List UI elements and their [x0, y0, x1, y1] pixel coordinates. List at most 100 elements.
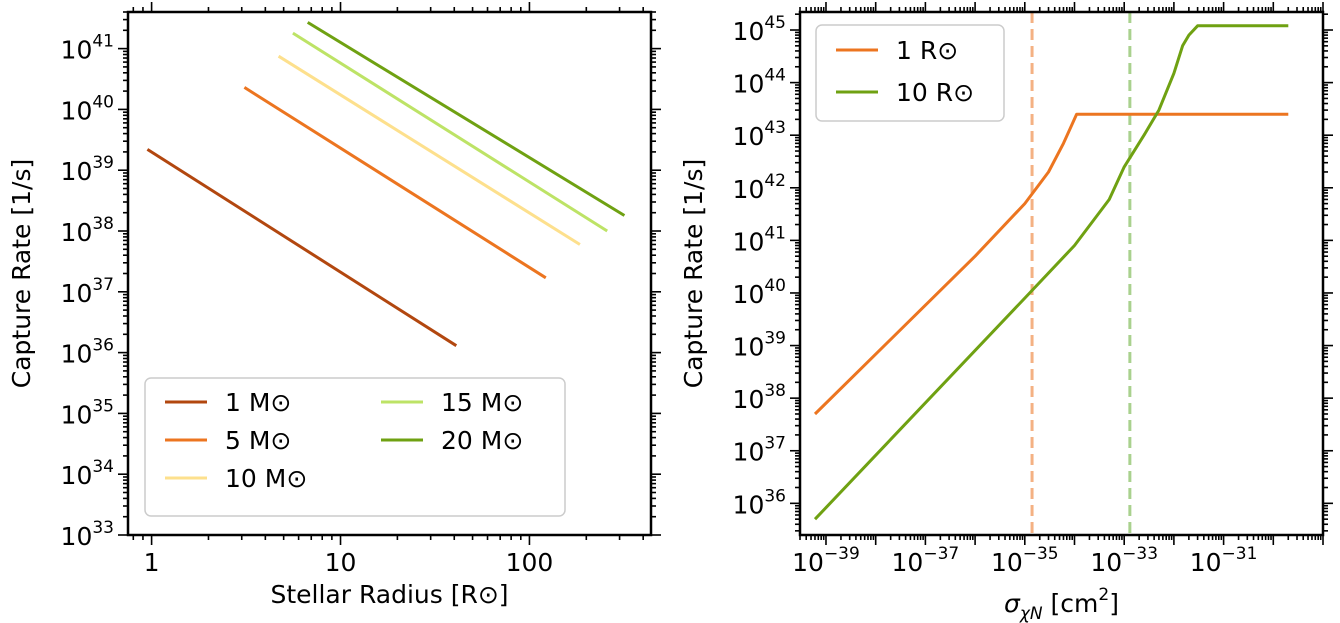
y-tick-exponent: 41: [92, 32, 114, 52]
legend-label: 1 M⊙: [225, 388, 291, 417]
y-tick-label: 1039: [733, 329, 786, 362]
x-tick-base: 10: [1090, 548, 1122, 577]
y-tick-base: 10: [61, 157, 93, 186]
axes-frame: [126, 10, 653, 537]
y-tick-base: 10: [61, 218, 93, 247]
y-tick-exponent: 40: [92, 92, 114, 112]
x-tick-exponent: −39: [824, 544, 860, 564]
x-tick-exponent: −35: [1023, 544, 1059, 564]
x-tick-base: 10: [1190, 548, 1222, 577]
y-tick-exponent: 37: [764, 434, 786, 454]
x-tick-label: 10−31: [1190, 544, 1258, 577]
y-tick-base: 10: [61, 400, 93, 429]
x-tick-label: 10−37: [892, 544, 960, 577]
y-axis-label: Capture Rate [1/s]: [7, 159, 36, 388]
x-tick-label: 10−35: [991, 544, 1059, 577]
series-line: [306, 21, 626, 217]
y-tick-exponent: 38: [92, 214, 114, 234]
x-tick-base: 10: [892, 548, 924, 577]
y-tick-exponent: 36: [92, 336, 114, 356]
y-tick-exponent: 45: [764, 13, 786, 33]
legend-label: 15 M⊙: [441, 388, 523, 417]
x-label-close: ]: [1109, 589, 1119, 618]
legend-label: 20 M⊙: [441, 426, 523, 455]
y-tick-base: 10: [61, 279, 93, 308]
y-tick-exponent: 37: [92, 275, 114, 295]
x-tick-text: 100: [506, 548, 554, 577]
series-line: [813, 24, 1289, 521]
x-tick-base: 10: [991, 548, 1023, 577]
x-tick-label: 1: [144, 548, 160, 577]
y-tick-label: 1041: [61, 32, 114, 65]
y-tick-exponent: 35: [92, 396, 114, 416]
x-tick-text: 10: [325, 548, 357, 577]
y-tick-base: 10: [61, 461, 93, 490]
y-tick-label: 1034: [61, 457, 114, 490]
y-tick-label: 1044: [733, 66, 786, 99]
y-tick-base: 10: [733, 122, 765, 151]
y-tick-label: 1036: [733, 486, 786, 519]
y-tick-exponent: 36: [764, 486, 786, 506]
legend-label: 10 R⊙: [896, 78, 974, 107]
x-axis-label: σχN [cm2]: [1004, 585, 1119, 623]
axes-frame: [798, 10, 1325, 537]
y-tick-label: 1037: [61, 275, 114, 308]
y-tick-label: 1038: [733, 381, 786, 414]
y-tick-exponent: 42: [764, 171, 786, 191]
y-axis-label: Capture Rate [1/s]: [679, 159, 708, 388]
legend: 1 R⊙ 10 R⊙: [815, 24, 1005, 122]
y-tick-exponent: 43: [764, 118, 786, 138]
series-line: [146, 148, 458, 347]
y-tick-exponent: 39: [92, 153, 114, 173]
y-tick-exponent: 33: [92, 518, 114, 538]
y-tick-base: 10: [733, 280, 765, 309]
series-line: [292, 31, 608, 233]
y-tick-base: 10: [733, 70, 765, 99]
x-tick-label: 10−33: [1090, 544, 1158, 577]
legend-frame: [144, 377, 566, 517]
x-tick-label: 10−39: [792, 544, 860, 577]
series-line: [243, 86, 547, 280]
series-line: [277, 54, 581, 246]
y-tick-label: 1041: [733, 223, 786, 256]
legend: 1 M⊙ 5 M⊙ 10 M⊙ 15 M⊙ 20 M⊙: [144, 377, 566, 517]
x-label-symbol: σ: [1004, 589, 1021, 618]
series-line: [813, 112, 1289, 416]
x-tick-exponent: −37: [923, 544, 959, 564]
y-tick-label: 1042: [733, 171, 786, 204]
y-tick-label: 1037: [733, 434, 786, 467]
x-tick-exponent: −31: [1222, 544, 1258, 564]
y-tick-label: 1036: [61, 336, 114, 369]
x-label-subscript: χN: [1019, 604, 1043, 623]
y-tick-base: 10: [733, 490, 765, 519]
x-label-unit: [cm: [1043, 589, 1099, 618]
y-tick-base: 10: [61, 522, 93, 551]
y-tick-base: 10: [61, 96, 93, 125]
y-tick-label: 1033: [61, 518, 114, 551]
x-tick-label: 10: [325, 548, 357, 577]
y-tick-exponent: 34: [92, 457, 114, 477]
legend-label: 10 M⊙: [225, 464, 307, 493]
x-axis-label: Stellar Radius [R⊙]: [270, 580, 508, 609]
y-tick-label: 1039: [61, 153, 114, 186]
y-tick-label: 1045: [733, 13, 786, 46]
y-tick-exponent: 41: [764, 223, 786, 243]
y-tick-exponent: 38: [764, 381, 786, 401]
y-tick-base: 10: [733, 17, 765, 46]
x-tick-text: 1: [144, 548, 160, 577]
x-label-superscript: 2: [1098, 585, 1109, 605]
x-tick-exponent: −33: [1122, 544, 1158, 564]
x-tick-label: 100: [506, 548, 554, 577]
x-tick-base: 10: [792, 548, 824, 577]
y-tick-base: 10: [733, 438, 765, 467]
y-tick-label: 1038: [61, 214, 114, 247]
y-tick-base: 10: [61, 36, 93, 65]
y-tick-exponent: 44: [764, 66, 786, 86]
y-tick-label: 1040: [61, 92, 114, 125]
y-tick-base: 10: [61, 340, 93, 369]
y-tick-exponent: 40: [764, 276, 786, 296]
y-tick-base: 10: [733, 175, 765, 204]
y-tick-base: 10: [733, 227, 765, 256]
